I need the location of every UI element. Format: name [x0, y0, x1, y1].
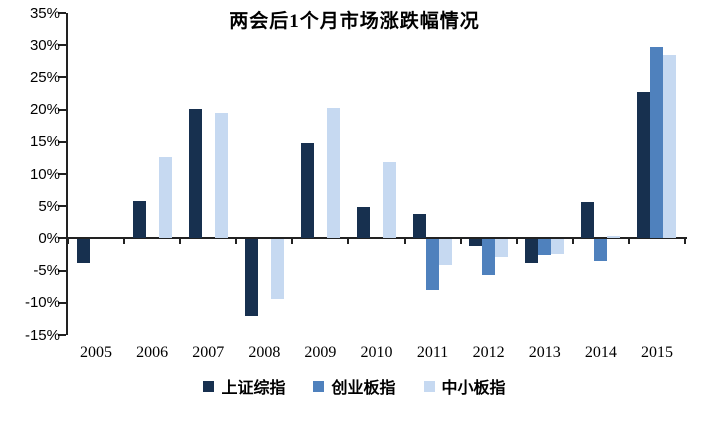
x-tick-label: 2011 [416, 344, 449, 361]
x-tick-label: 2008 [248, 344, 281, 361]
y-axis-tick [58, 269, 66, 272]
x-axis-tick [347, 239, 350, 245]
legend-item: 中小板指 [423, 374, 506, 398]
legend: 上证综指 创业板指 中小板指 [0, 374, 709, 398]
legend-label: 中小板指 [441, 380, 506, 397]
y-axis [66, 13, 68, 335]
bar-创业板指-2013 [538, 239, 552, 256]
bar-创业板指-2015 [650, 47, 664, 239]
bar-中小板指-2010 [383, 162, 396, 239]
y-tick-label: -5% [33, 262, 60, 280]
x-axis-tick [627, 239, 630, 245]
bar-中小板指-2013 [551, 239, 565, 254]
y-axis-tick [58, 140, 66, 143]
x-axis-tick [179, 239, 182, 245]
y-axis-tick [58, 301, 66, 304]
y-axis-tick [58, 237, 66, 240]
y-tick-label: 5% [38, 197, 60, 215]
y-axis-tick [58, 44, 66, 47]
legend-item: 上证综指 [203, 374, 285, 398]
legend-label: 创业板指 [331, 380, 396, 397]
bar-创业板指-2012 [482, 239, 496, 275]
x-axis-tick [291, 239, 294, 245]
x-tick-label: 2015 [640, 344, 673, 361]
bar-上证综指-2005 [76, 239, 90, 263]
bar-上证综指-2014 [581, 202, 595, 239]
y-tick-label: 35% [29, 4, 60, 22]
bar-上证综指-2006 [132, 201, 146, 239]
bar-上证综指-2009 [300, 143, 314, 239]
x-tick-label: 2010 [360, 344, 393, 361]
x-tick-label: 2005 [80, 344, 113, 361]
x-tick-label: 2013 [528, 344, 561, 361]
x-axis-tick [571, 239, 574, 245]
bar-上证综指-2012 [469, 239, 483, 246]
y-axis-tick [58, 173, 66, 175]
legend-swatch-icon [423, 380, 435, 392]
plot-area: 35% 30% 25% 20% 15% 10% 5% 0% -5% -10% -15% 2005 200… [25, 6, 687, 361]
bar-上证综指-2011 [413, 213, 427, 239]
bar-中小板指-2012 [495, 239, 509, 258]
x-axis-tick [123, 239, 126, 245]
bar-中小板指-2011 [439, 239, 453, 265]
y-tick-label: 20% [29, 101, 60, 119]
x-tick-label: 2009 [304, 344, 337, 361]
x-tick-label: 2007 [192, 344, 225, 361]
x-axis-tick [67, 239, 69, 245]
bar-创业板指-2014 [594, 239, 608, 262]
bar-上证综指-2010 [357, 207, 370, 239]
y-tick-label: 0% [38, 229, 60, 247]
bar-上证综指-2008 [244, 239, 258, 317]
x-tick-label: 2014 [584, 344, 617, 361]
legend-swatch-icon [313, 380, 325, 392]
bar-上证综指-2013 [525, 239, 539, 264]
bar-中小板指-2014 [607, 235, 621, 239]
bar-中小板指-2007 [214, 112, 228, 239]
y-axis-tick [58, 108, 66, 111]
y-tick-label: 10% [29, 165, 60, 183]
bar-中小板指-2008 [270, 239, 284, 300]
bar-中小板指-2006 [158, 156, 172, 239]
y-tick-label: 25% [29, 68, 60, 86]
x-axis-tick [684, 239, 686, 245]
x-tick-label: 2006 [136, 344, 169, 361]
y-tick-label: -15% [24, 326, 60, 344]
x-axis-tick [403, 239, 406, 245]
y-axis-tick [58, 12, 66, 14]
bar-创业板指-2011 [426, 239, 440, 290]
y-axis-tick [58, 205, 66, 208]
bar-中小板指-2009 [326, 107, 340, 239]
bar-中小板指-2015 [663, 54, 677, 239]
y-axis-tick [58, 334, 66, 336]
y-axis-tick [58, 76, 66, 79]
x-tick-label: 2012 [472, 344, 505, 361]
legend-swatch-icon [203, 380, 215, 392]
x-axis-tick [515, 239, 518, 245]
x-axis-tick [459, 239, 462, 245]
zero-line [66, 237, 687, 240]
bar-上证综指-2015 [637, 92, 651, 239]
chart-title: 两会后1个月市场涨跌幅情况 [229, 11, 480, 32]
y-tick-label: -10% [24, 294, 60, 312]
y-tick-label: 15% [29, 133, 60, 151]
legend-label: 上证综指 [221, 380, 286, 397]
x-axis-tick [235, 239, 238, 245]
bar-上证综指-2007 [188, 108, 202, 239]
legend-item: 创业板指 [313, 374, 396, 398]
y-tick-label: 30% [29, 36, 60, 54]
